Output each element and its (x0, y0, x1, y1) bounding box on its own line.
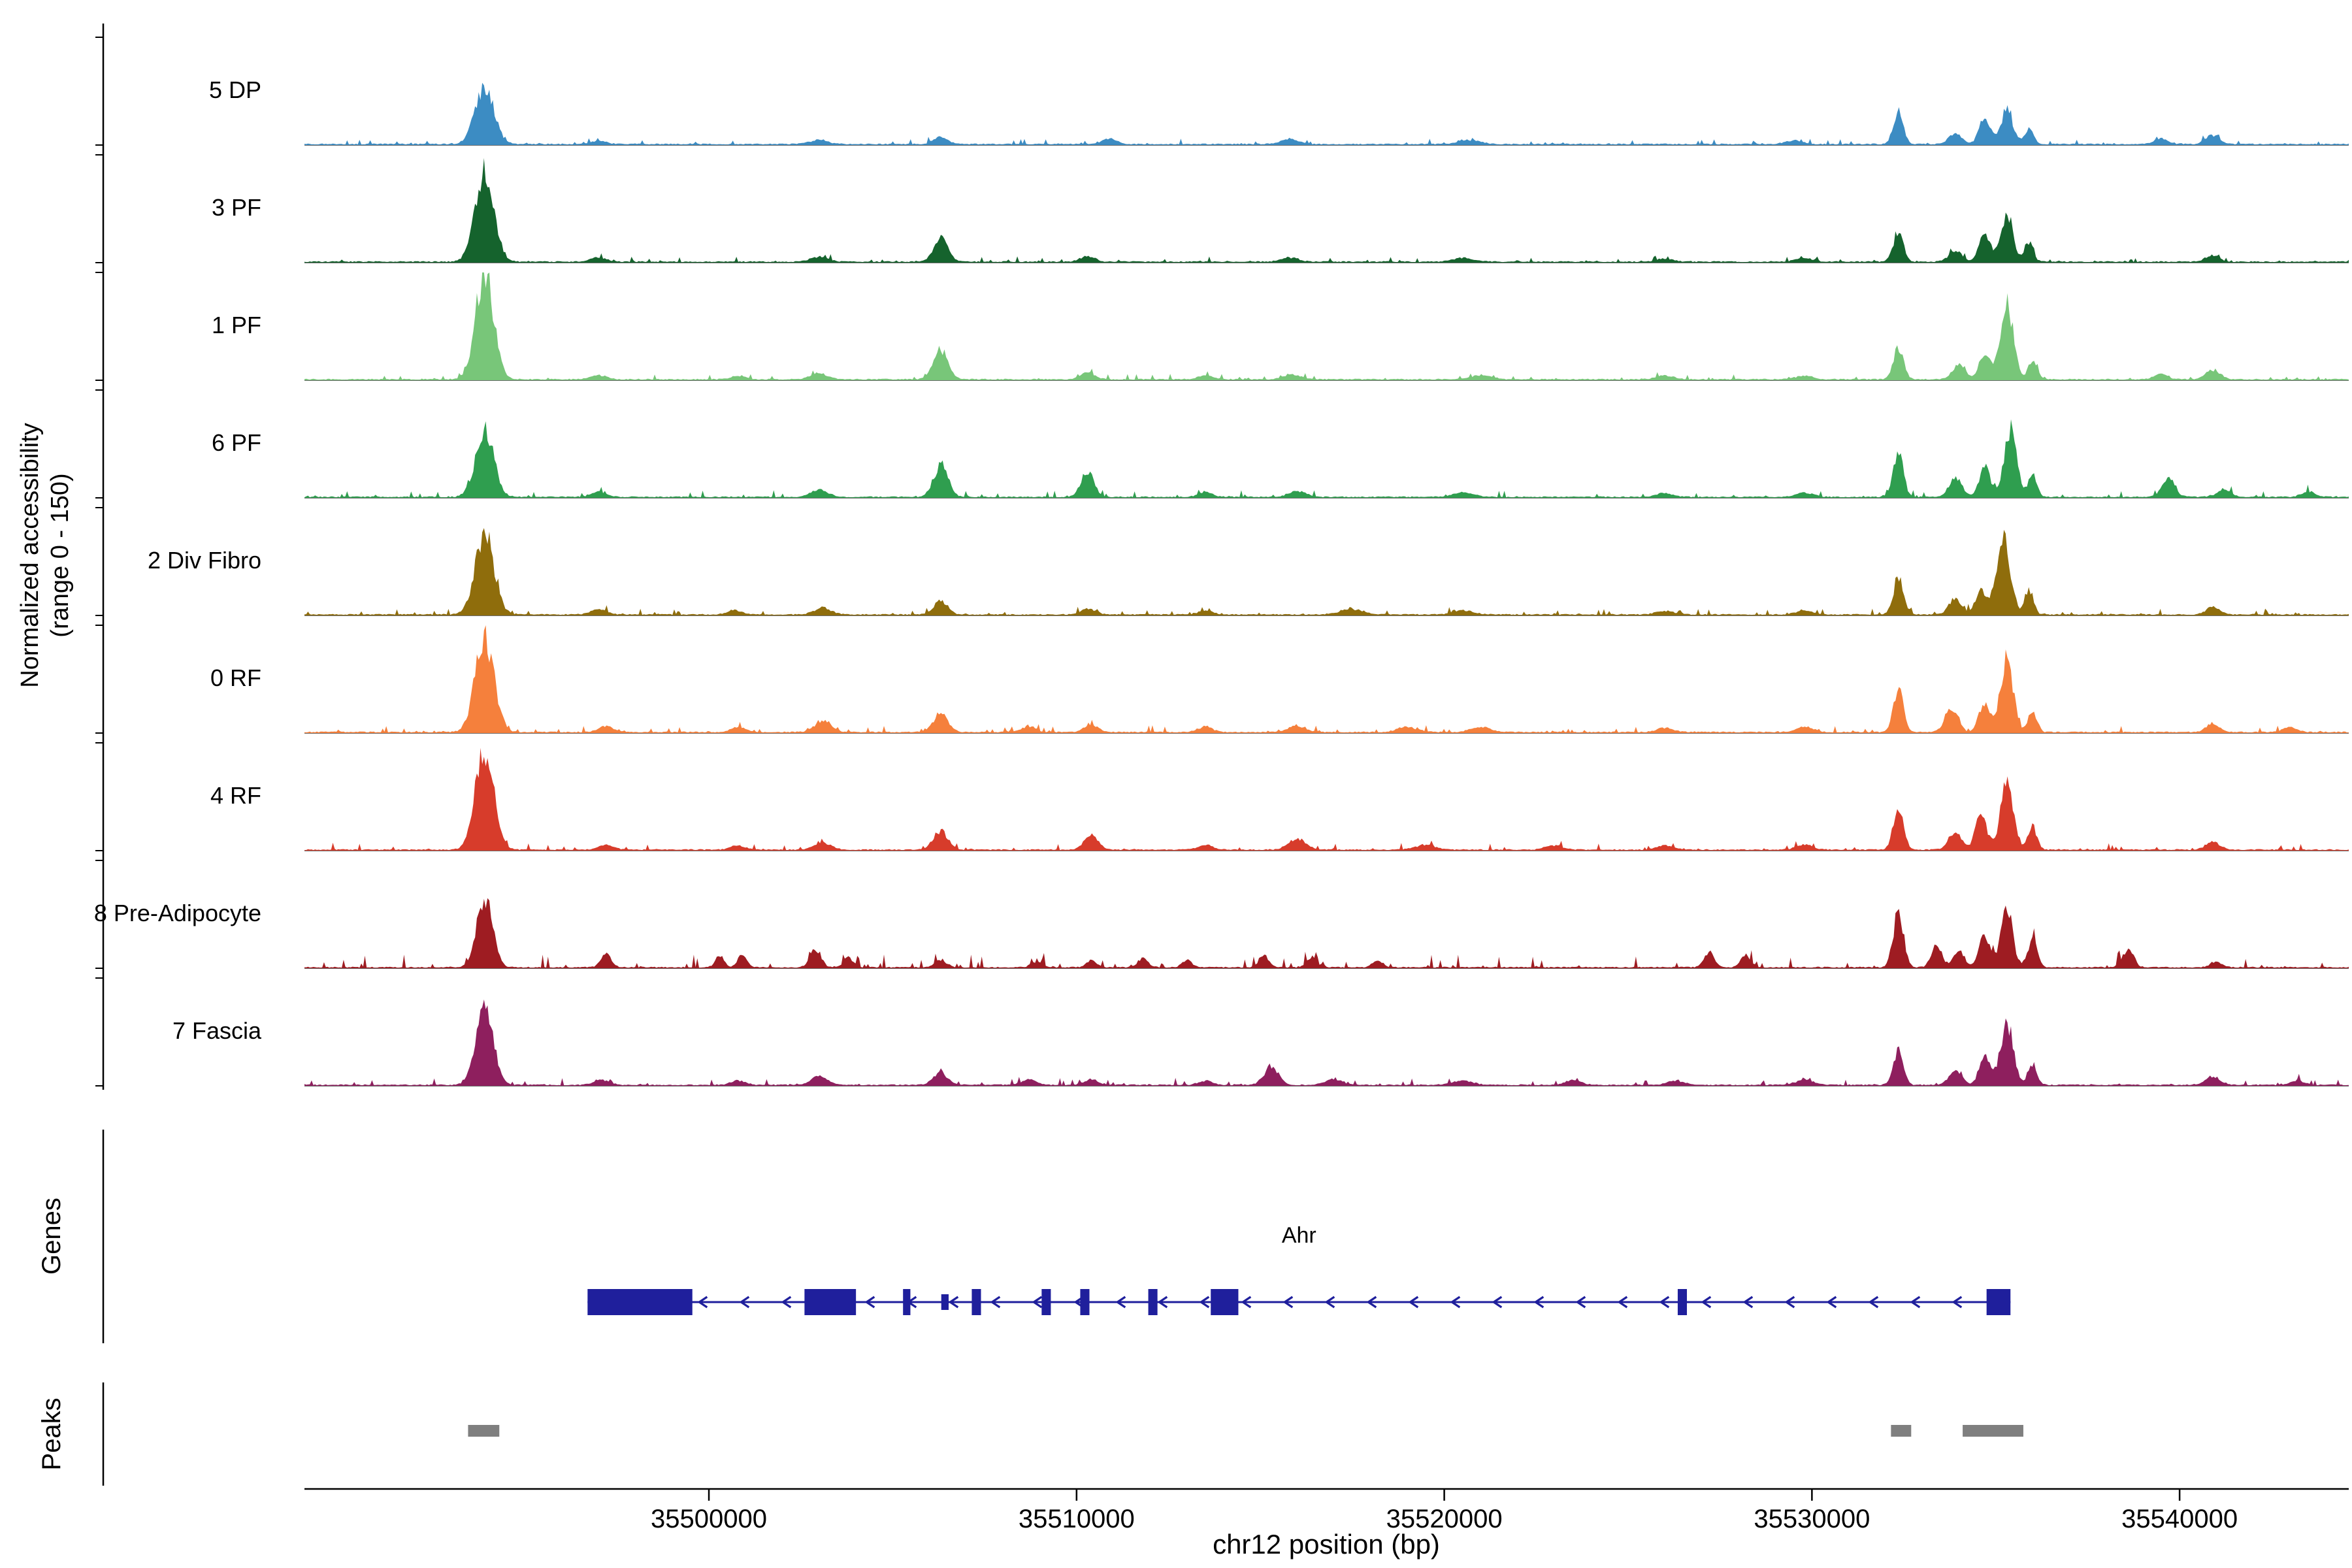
y-axis-label-line2: (range 0 - 150) (46, 473, 74, 637)
genes-section-label: Genes (37, 1198, 66, 1275)
peak-region-box (1891, 1425, 1912, 1437)
track-signal (304, 82, 2349, 145)
track-label: 4 RF (210, 782, 261, 809)
minus-strand-arrow-icon (781, 1296, 792, 1309)
minus-strand-arrow-icon (1366, 1296, 1377, 1309)
peak-region-box (1963, 1425, 2023, 1437)
minus-strand-arrow-icon (1282, 1296, 1294, 1309)
peaks-layer (102, 1382, 2023, 1486)
minus-strand-arrow-icon (864, 1296, 875, 1309)
track-signal (304, 419, 2349, 498)
exon-box (804, 1289, 857, 1315)
track-7-fascia: 7 Fascia (95, 977, 2349, 1086)
exon-box (1041, 1289, 1051, 1315)
minus-strand-arrow-icon (1157, 1296, 1168, 1309)
minus-strand-arrow-icon (1868, 1296, 1879, 1309)
exon-box (972, 1289, 981, 1315)
minus-strand-arrow-icon (1826, 1296, 1837, 1309)
minus-strand-arrow-icon (1032, 1296, 1043, 1309)
peak-region-box (468, 1425, 500, 1437)
track-label: 3 PF (212, 194, 261, 221)
x-axis-tick-label: 35530000 (1754, 1505, 1870, 1533)
minus-strand-arrow-icon (990, 1296, 1001, 1309)
track-1-pf: 1 PF (95, 272, 2349, 381)
track-label: 1 PF (212, 312, 261, 338)
minus-strand-arrow-icon (1199, 1296, 1210, 1309)
x-axis-layer: 35500000 35510000 35520000 35530000 35540000 (304, 1488, 2349, 1533)
track-6-pf: 6 PF (95, 389, 2349, 498)
track-label: 2 Div Fibro (148, 547, 261, 574)
minus-strand-arrow-icon (1701, 1296, 1712, 1309)
exon-box (1986, 1289, 2011, 1315)
minus-strand-arrow-icon (1952, 1296, 1963, 1309)
track-label: 7 Fascia (172, 1017, 262, 1044)
x-axis-tick-label: 35500000 (651, 1505, 767, 1533)
minus-strand-arrow-icon (1324, 1296, 1335, 1309)
x-axis-tick-label: 35510000 (1019, 1505, 1135, 1533)
minus-strand-arrow-icon (948, 1296, 959, 1309)
track-signal (304, 625, 2349, 733)
minus-strand-arrow-icon (1910, 1296, 1921, 1309)
track-signal (304, 157, 2349, 263)
gene-layer: Ahr (102, 1130, 2011, 1343)
exon-box (1677, 1289, 1688, 1315)
exon-box (1080, 1289, 1090, 1315)
track-2-div-fibro: 2 Div Fibro (95, 507, 2349, 616)
minus-strand-arrow-icon (1492, 1296, 1503, 1309)
track-signal (304, 272, 2349, 380)
track-4-rf: 4 RF (95, 742, 2349, 851)
y-axis-label-line1: Normalized accessibility (16, 423, 44, 687)
peaks-section-label: Peaks (37, 1397, 66, 1470)
track-8-pre-adipocyte: 8 Pre-Adipocyte (94, 860, 2349, 969)
x-axis-tick-label: 35520000 (1386, 1505, 1503, 1533)
minus-strand-arrow-icon (1241, 1296, 1252, 1309)
minus-strand-arrow-icon (1450, 1296, 1461, 1309)
track-label: 5 DP (209, 76, 261, 103)
gene-name-label: Ahr (1282, 1223, 1316, 1248)
track-3-pf: 3 PF (95, 154, 2349, 263)
track-label: 0 RF (210, 664, 261, 691)
minus-strand-arrow-icon (1617, 1296, 1628, 1309)
track-5-dp: 5 DP (95, 37, 2349, 146)
minus-strand-arrow-icon (1575, 1296, 1586, 1309)
minus-strand-arrow-icon (1533, 1296, 1544, 1309)
track-signal (304, 528, 2349, 615)
minus-strand-arrow-icon (1115, 1296, 1126, 1309)
minus-strand-arrow-icon (1784, 1296, 1795, 1309)
exon-box (941, 1294, 949, 1310)
track-signal (304, 999, 2349, 1086)
x-axis-title: chr12 position (bp) (1213, 1529, 1440, 1560)
track-label: 6 PF (212, 429, 261, 456)
minus-strand-arrow-icon (1742, 1296, 1754, 1309)
minus-strand-arrow-icon (1659, 1296, 1670, 1309)
track-signal (304, 747, 2349, 851)
exon-box (1211, 1289, 1239, 1315)
tracks-layer: 5 DP 3 PF 1 PF 6 PF 2 Div Fibro 0 RF 4 RF 8 Pre… (94, 24, 2349, 1090)
track-0-rf: 0 RF (95, 625, 2349, 734)
minus-strand-arrow-icon (697, 1296, 708, 1309)
minus-strand-arrow-icon (739, 1296, 750, 1309)
exon-box (1148, 1289, 1158, 1315)
minus-strand-arrow-icon (1408, 1296, 1419, 1309)
track-signal (304, 898, 2349, 968)
exon-box (587, 1289, 693, 1315)
exon-box (903, 1289, 911, 1315)
track-label: 8 Pre-Adipocyte (94, 900, 261, 926)
x-axis-tick-label: 35540000 (2121, 1505, 2238, 1533)
